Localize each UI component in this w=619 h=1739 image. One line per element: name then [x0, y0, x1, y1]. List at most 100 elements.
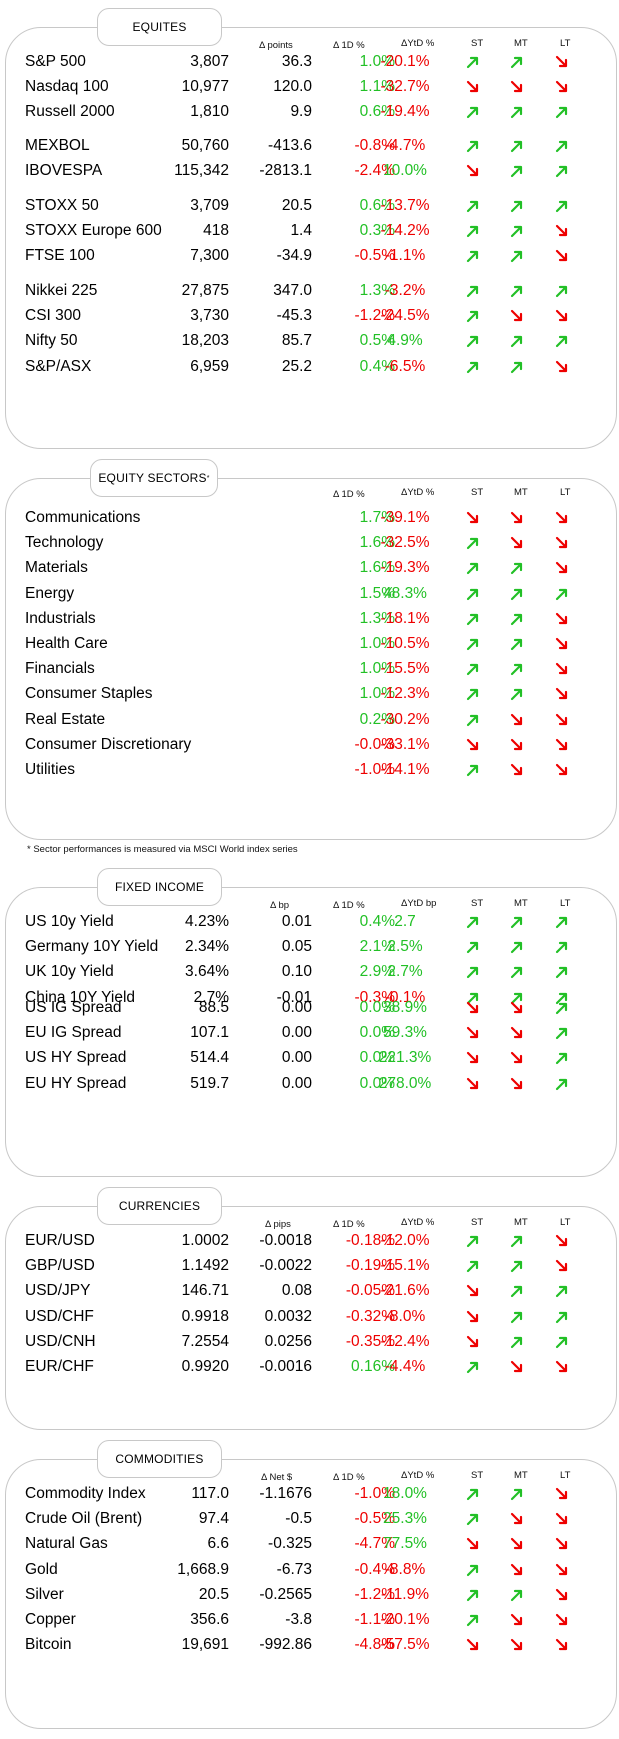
row-1d-change: -2.4%: [354, 162, 396, 180]
row-1d-change: 1.0%: [359, 685, 395, 703]
row-1d-change: 0.0%: [359, 1074, 395, 1092]
row-1d-change: 2.1%: [359, 938, 395, 956]
st-trend-up-icon: [466, 1235, 479, 1248]
row-change: -1.1676: [259, 1485, 312, 1502]
table-row[interactable]: STOXX Europe 600 418 1.4 0.3% -14.2%: [0, 220, 612, 242]
row-level: 1,668.9: [177, 1560, 229, 1578]
table-row[interactable]: Gold 1,668.9 -6.73 -0.4% -8.8%: [0, 1559, 612, 1581]
table-row[interactable]: S&P 500 3,807 36.3 1.0% -20.1%: [0, 51, 612, 73]
lt-trend-down-icon: [555, 1639, 568, 1651]
row-ytd-change: -8.0%: [384, 1307, 426, 1325]
table-row[interactable]: Technology 1.6% -32.5%: [0, 532, 612, 554]
table-row[interactable]: Russell 2000 1,810 9.9 0.6% -19.4%: [0, 101, 612, 123]
table-row[interactable]: Commodity Index 117.0 -1.1676 -1.0% 18.0%: [0, 1483, 612, 1505]
table-row[interactable]: Nasdaq 100 10,977 120.0 1.1% -32.7%: [0, 76, 612, 98]
table-row[interactable]: UK 10y Yield 3.64% 0.10 2.9% 2.7%: [0, 961, 612, 983]
table-row[interactable]: EUR/USD 1.0002 -0.0018 -0.18% -12.0%: [0, 1230, 612, 1252]
mt-trend-up-icon: [510, 200, 523, 213]
row-name: Nifty 50: [25, 332, 78, 350]
row-level: 1.0002: [181, 1232, 229, 1249]
row-name: STOXX 50: [25, 197, 99, 214]
table-row[interactable]: IBOVESPA 115,342 -2813.1 -2.4% 10.0%: [0, 160, 612, 182]
row-ytd-change: -20.1%: [380, 53, 430, 70]
table-row[interactable]: Financials 1.0% -15.5%: [0, 658, 612, 680]
table-row[interactable]: Consumer Discretionary -0.0% -33.1%: [0, 734, 612, 756]
table-row[interactable]: Health Care 1.0% -10.5%: [0, 633, 612, 655]
table-row[interactable]: Copper 356.6 -3.8 -1.1% -20.1%: [0, 1609, 612, 1631]
table-row[interactable]: GBP/USD 1.1492 -0.0022 -0.19% -15.1%: [0, 1255, 612, 1277]
row-1d-change: -0.05%: [345, 1282, 395, 1300]
row-1d-change: 1.0%: [359, 635, 395, 652]
table-row[interactable]: Communications 1.7% -39.1%: [0, 507, 612, 529]
table-row[interactable]: USD/CHF 0.9918 0.0032 -0.32% -8.0%: [0, 1306, 612, 1328]
table-row[interactable]: Germany 10Y Yield 2.34% 0.05 2.1% 2.5%: [0, 936, 612, 958]
st-trend-down-icon: [466, 165, 479, 177]
row-ytd-change: -18.1%: [380, 609, 430, 627]
table-row[interactable]: MEXBOL 50,760 -413.6 -0.8% -4.7%: [0, 135, 612, 157]
row-name: Real Estate: [25, 710, 106, 728]
table-row[interactable]: Real Estate 0.2% -30.2%: [0, 709, 612, 731]
lt-trend-up-icon: [555, 916, 568, 929]
row-1d-change: -0.8%: [354, 137, 396, 154]
table-row[interactable]: Nikkei 225 27,875 347.0 1.3% -3.2%: [0, 280, 612, 302]
row-ytd-change: -20.1%: [380, 1611, 430, 1628]
table-row[interactable]: EUR/CHF 0.9920 -0.0016 0.16% -4.4%: [0, 1356, 612, 1378]
table-row[interactable]: Natural Gas 6.6 -0.325 -4.7% 77.5%: [0, 1533, 612, 1555]
lt-trend-down-icon: [555, 511, 568, 524]
header-change: Δ Net $: [261, 1472, 293, 1483]
row-change: 0.00: [281, 1024, 312, 1042]
table-row[interactable]: US 10y Yield 4.23% 0.01 0.4% 2.7: [0, 911, 612, 933]
table-row[interactable]: Materials 1.6% -19.3%: [0, 557, 612, 579]
table-row[interactable]: S&P/ASX 6,959 25.2 0.4% -6.5%: [0, 356, 612, 378]
table-row[interactable]: China 10Y Yield 2.7% -0.01 -0.3% -0.1%: [0, 987, 612, 1009]
table-row[interactable]: Utilities -1.0% -14.1%: [0, 759, 612, 781]
row-ytd-change: 59.3%: [383, 1024, 427, 1042]
table-row[interactable]: FTSE 100 7,300 -34.9 -0.5% -1.1%: [0, 245, 612, 267]
row-change: -992.86: [259, 1636, 312, 1654]
lt-trend-down-icon: [555, 1260, 568, 1272]
row-name: Copper: [25, 1611, 76, 1628]
row-ytd-change: 4.9%: [387, 332, 423, 350]
table-row[interactable]: US IG Spread 88.5 0.00 0.0% 38.9%: [0, 997, 612, 1019]
row-1d-change: -0.4%: [354, 1560, 396, 1578]
row-level: 20.5: [198, 1585, 229, 1603]
table-row[interactable]: Consumer Staples 1.0% -12.3%: [0, 683, 612, 705]
table-row[interactable]: Crude Oil (Brent) 97.4 -0.5 -0.5% 25.3%: [0, 1508, 612, 1530]
mt-trend-down-icon: [510, 1077, 523, 1089]
lt-trend-up-icon: [555, 1336, 568, 1348]
table-row[interactable]: US HY Spread 514.4 0.00 0.0% 221.3%: [0, 1047, 612, 1069]
st-trend-up-icon: [466, 664, 479, 676]
row-ytd-change: -19.3%: [380, 559, 430, 577]
row-ytd-change: -24.5%: [380, 307, 430, 325]
table-row[interactable]: Silver 20.5 -0.2565 -1.2% -11.9%: [0, 1584, 612, 1606]
mt-trend-down-icon: [510, 1360, 523, 1373]
row-1d-change: 0.0%: [359, 999, 395, 1016]
table-row[interactable]: Industrials 1.3% -18.1%: [0, 608, 612, 630]
row-name: Consumer Staples: [25, 685, 153, 703]
row-ytd-change: 25.3%: [383, 1510, 427, 1528]
table-row[interactable]: STOXX 50 3,709 20.5 0.6% -13.7%: [0, 195, 612, 217]
table-row[interactable]: USD/JPY 146.71 0.08 -0.05% -21.6%: [0, 1280, 612, 1302]
row-name: US IG Spread: [25, 999, 122, 1016]
table-row[interactable]: Bitcoin 19,691 -992.86 -4.8% -57.5%: [0, 1634, 612, 1656]
mt-trend-down-icon: [510, 537, 523, 549]
st-trend-down-icon: [466, 1310, 479, 1322]
header-1d: Δ 1D %: [333, 489, 365, 500]
header-mt: MT: [514, 898, 528, 909]
st-trend-up-icon: [466, 1488, 479, 1501]
lt-trend-up-icon: [555, 200, 568, 213]
table-row[interactable]: USD/CNH 7.2554 0.0256 -0.35% -12.4%: [0, 1331, 612, 1353]
row-1d-change: -1.0%: [354, 1485, 396, 1502]
table-row[interactable]: CSI 300 3,730 -45.3 -1.2% -24.5%: [0, 305, 612, 327]
table-row[interactable]: Energy 1.5% 48.3%: [0, 583, 612, 605]
row-ytd-change: -57.5%: [380, 1636, 430, 1654]
mt-trend-up-icon: [510, 107, 523, 119]
lt-trend-up-icon: [555, 1053, 568, 1065]
table-row[interactable]: Nifty 50 18,203 85.7 0.5% 4.9%: [0, 330, 612, 352]
table-row[interactable]: EU IG Spread 107.1 0.00 0.0% 59.3%: [0, 1022, 612, 1044]
row-change: -0.5: [285, 1510, 312, 1528]
table-row[interactable]: EU HY Spread 519.7 0.00 0.0% 278.0%: [0, 1073, 612, 1095]
row-level: 115,342: [174, 162, 229, 180]
st-trend-up-icon: [466, 992, 479, 1004]
st-trend-up-icon: [466, 311, 479, 323]
